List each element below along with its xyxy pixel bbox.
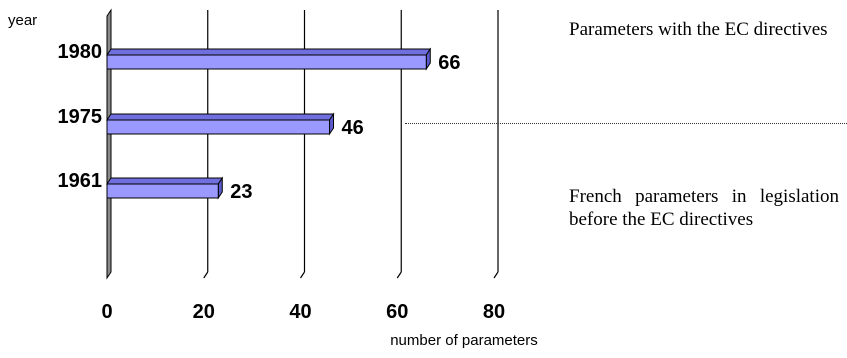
chart-labels: 0 20 40 60 80 66 1980 46 1975 23 1961	[58, 41, 506, 323]
gridline-base-40	[300, 271, 305, 279]
x-tick-label-0: 0	[101, 301, 112, 323]
y-axis-label: year	[8, 12, 37, 29]
x-tick-label-60: 60	[386, 301, 408, 323]
bar-top-1961	[106, 177, 224, 185]
gridline-base-20	[203, 271, 209, 279]
y-tick-label-1975: 1975	[58, 106, 103, 128]
bar-top-1980	[106, 48, 432, 56]
y-tick-label-1961: 1961	[58, 170, 103, 192]
bar-1961	[106, 183, 219, 199]
bar-1980	[106, 54, 427, 70]
bar-top-1975	[106, 113, 335, 121]
annotation-ec-directives: Parameters with the EC directives	[569, 19, 828, 40]
bars	[106, 47, 432, 200]
data-label-1961: 23	[230, 181, 252, 203]
y-tick-label-1980: 1980	[58, 41, 103, 63]
x-tick-label-40: 40	[289, 301, 311, 323]
data-label-1980: 66	[438, 52, 460, 74]
x-axis-label: number of parameters	[390, 332, 538, 349]
gridline-base-60	[396, 271, 402, 279]
bar-1975	[106, 119, 331, 135]
annotation-french-parameters: French parameters in legislation before …	[569, 186, 839, 230]
x-tick-label-80: 80	[483, 301, 505, 323]
data-label-1975: 46	[342, 117, 364, 139]
gridline-base-80	[493, 271, 499, 279]
divider-line	[405, 123, 847, 124]
x-tick-label-20: 20	[193, 301, 215, 323]
